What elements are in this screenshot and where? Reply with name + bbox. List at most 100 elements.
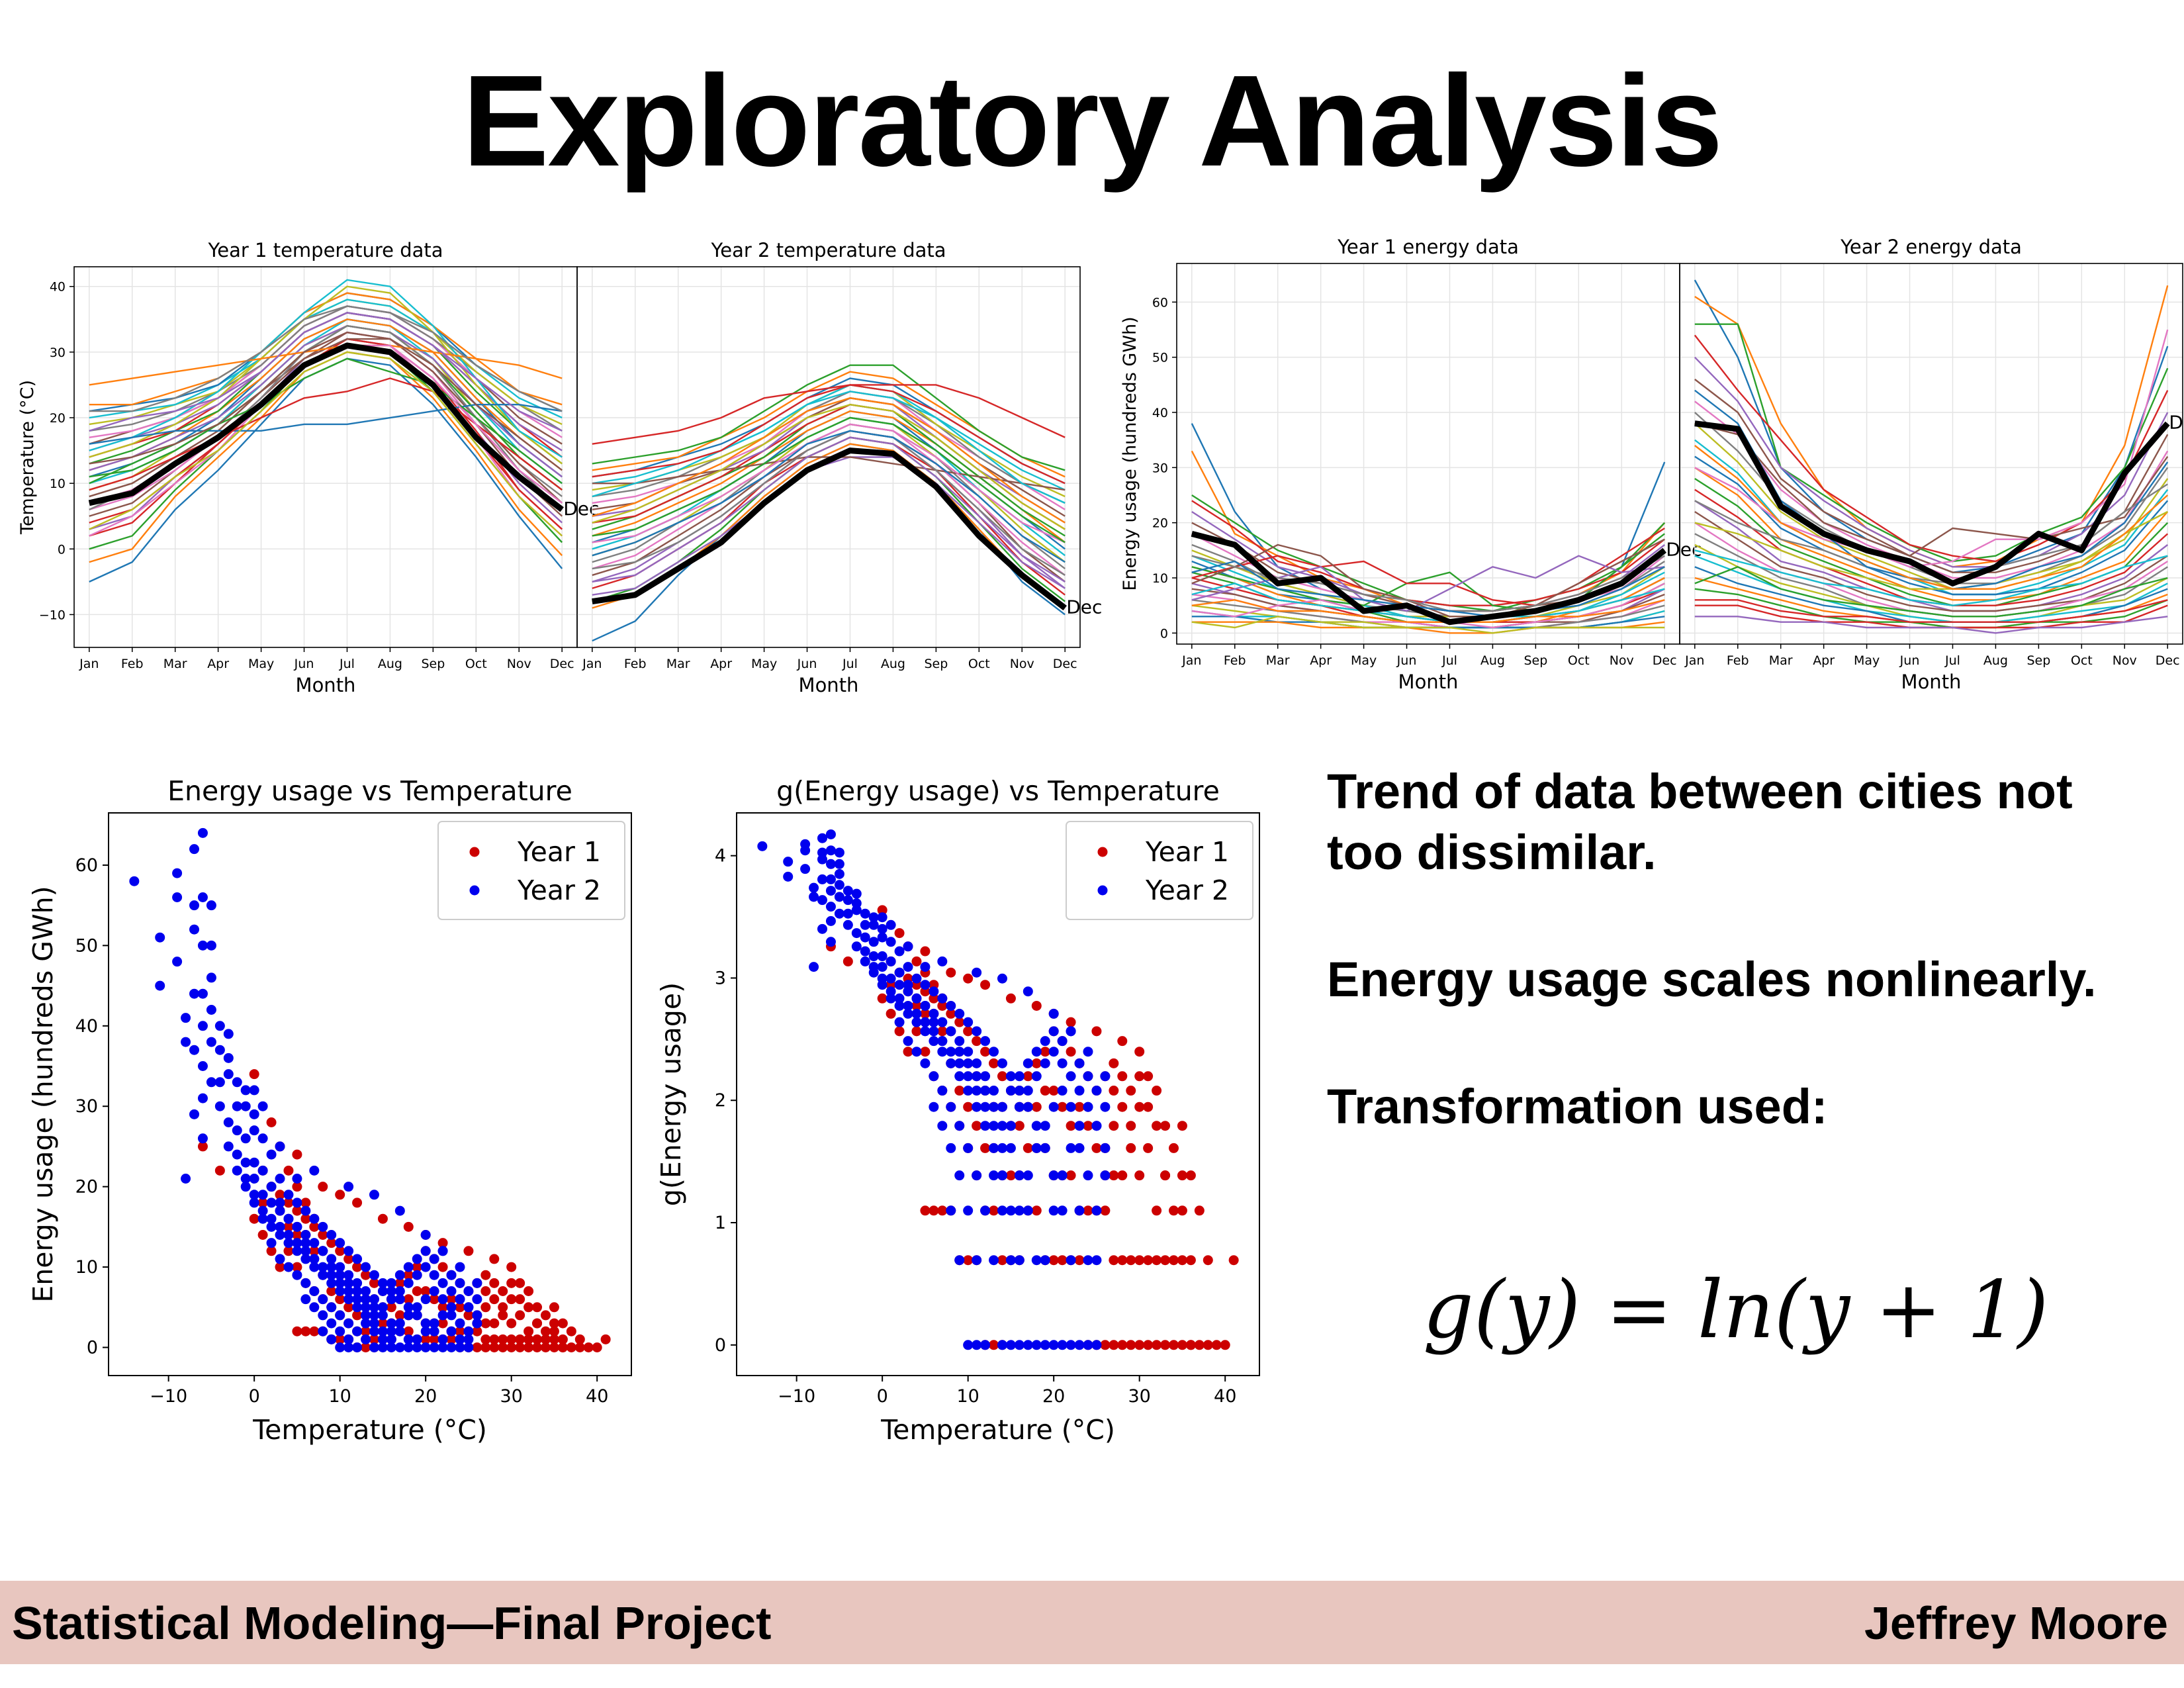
x-tick-label: 10 (328, 1386, 351, 1407)
x-tick-label: Jan (1684, 653, 1704, 668)
legend-box (1066, 821, 1253, 920)
scatter-point (300, 1246, 311, 1256)
y-tick-label: 3 (715, 968, 726, 988)
scatter-point (292, 1262, 302, 1272)
scatter-point (532, 1342, 543, 1352)
scatter-point (834, 892, 844, 902)
x-tick-label: Mar (666, 657, 690, 671)
scatter-point (189, 1109, 200, 1119)
scatter-point (292, 1182, 302, 1192)
scatter-point (1066, 1121, 1076, 1131)
scatter-point (412, 1262, 422, 1272)
x-tick-label: Jun (294, 657, 314, 671)
scatter-point (1152, 1255, 1162, 1266)
scatter-point (1048, 1102, 1059, 1112)
scatter-point (300, 1326, 311, 1336)
scatter-point (1126, 1255, 1136, 1266)
scatter-point (989, 1340, 999, 1350)
scatter-point (189, 900, 200, 911)
scatter-point (429, 1334, 439, 1344)
series-line (1694, 566, 2168, 618)
scatter-point (377, 1318, 388, 1329)
scatter-point (1023, 1205, 1033, 1216)
series-line (592, 456, 1066, 491)
scatter-point (911, 1017, 922, 1027)
scatter-point (257, 1133, 268, 1144)
scatter-point (1031, 1340, 1042, 1350)
scatter-point (249, 1197, 259, 1208)
scatter-point (817, 874, 828, 884)
scatter-point (1083, 1255, 1093, 1266)
scatter-point (394, 1310, 405, 1321)
scatter-point (1126, 1086, 1136, 1096)
scatter-point (335, 1286, 345, 1296)
scatter-point (1066, 1255, 1076, 1266)
scatter-point (963, 1205, 974, 1216)
scatter-point (989, 1086, 999, 1096)
scatter-point (1134, 1071, 1145, 1082)
scatter-point (506, 1262, 517, 1272)
scatter-point (920, 1026, 931, 1037)
scatter-point (989, 1058, 999, 1068)
scatter-point (266, 1149, 277, 1160)
x-tick-label: Apr (1813, 653, 1835, 668)
scatter-point (309, 1221, 320, 1232)
scatter-point (557, 1318, 568, 1329)
scatter-point (886, 993, 896, 1004)
scatter-point (515, 1278, 525, 1288)
y-tick-label: 10 (75, 1257, 98, 1278)
scatter-point (980, 1102, 991, 1112)
scatter-point (394, 1318, 405, 1329)
scatter-point (249, 1157, 259, 1168)
scatter-point (240, 1182, 251, 1192)
scatter-point (1074, 1255, 1085, 1266)
scatter-point (1023, 1340, 1033, 1350)
scatter-point (472, 1294, 482, 1305)
scatter-point (292, 1174, 302, 1184)
scatter-point (954, 1071, 965, 1082)
panel-title: g(Energy usage) vs Temperature (776, 775, 1220, 807)
panel-title: Year 1 temperature data (207, 239, 443, 261)
scatter-point (1040, 1255, 1050, 1266)
scatter-point (1023, 1143, 1033, 1153)
scatter-point (911, 973, 922, 984)
scatter-point (455, 1278, 465, 1288)
scatter-point (997, 1121, 1007, 1131)
scatter-point (1100, 1143, 1111, 1153)
scatter-point (232, 1077, 242, 1088)
scatter-point (292, 1270, 302, 1280)
scatter-point (352, 1302, 363, 1313)
series-line (592, 436, 1066, 583)
scatter-point (1057, 1102, 1068, 1112)
scatter-point (800, 845, 811, 856)
scatter-point (386, 1278, 396, 1288)
scatter-point (825, 874, 836, 884)
scatter-point (1152, 1086, 1162, 1096)
scatter-point (1057, 1036, 1068, 1047)
scatter-point (1031, 1143, 1042, 1153)
series-line (592, 403, 1066, 530)
scatter-point (1005, 1071, 1016, 1082)
scatter-point (214, 1165, 225, 1176)
scatter-point (868, 912, 879, 923)
scatter-point (963, 1071, 974, 1082)
scatter-point (903, 962, 913, 972)
scatter-point (911, 1026, 922, 1037)
scatter-point (1228, 1255, 1239, 1266)
series-line (1191, 616, 1665, 634)
scatter-point (232, 1149, 242, 1160)
scatter-point (1134, 1255, 1145, 1266)
legend-label: Year 1 (517, 836, 601, 868)
scatter-point (446, 1342, 457, 1352)
scatter-point (1100, 1205, 1111, 1216)
scatter-point (189, 988, 200, 999)
scatter-point (412, 1310, 422, 1321)
scatter-point (972, 1255, 982, 1266)
scatter-point (946, 1058, 956, 1068)
scatter-point (437, 1278, 448, 1288)
scatter-point (377, 1213, 388, 1224)
x-tick-label: Feb (624, 657, 647, 671)
x-tick-label: 40 (586, 1386, 608, 1407)
scatter-point (963, 1086, 974, 1096)
y-tick-label: 30 (1152, 461, 1168, 475)
